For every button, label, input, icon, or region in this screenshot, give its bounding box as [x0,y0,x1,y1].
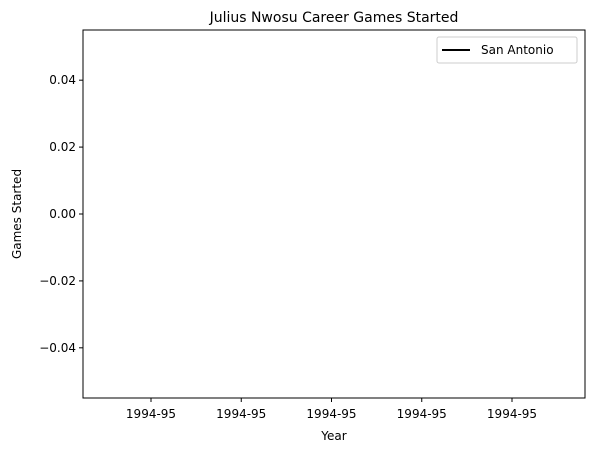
x-tick-label: 1994-95 [216,407,266,421]
legend-label-san-antonio: San Antonio [481,43,554,57]
x-axis-label: Year [320,429,346,443]
x-tick-label: 1994-95 [397,407,447,421]
x-tick-label: 1994-95 [487,407,537,421]
y-tick-label: 0.04 [49,73,76,87]
y-tick-label: −0.04 [39,341,76,355]
chart-title: Julius Nwosu Career Games Started [209,10,459,26]
y-tick-label: 0.00 [49,207,76,221]
y-tick-label: −0.02 [39,274,76,288]
x-tick-label: 1994-95 [306,407,356,421]
plot-frame [82,29,586,399]
y-axis-ticks: −0.04 −0.02 0.00 0.02 0.04 [39,73,83,355]
y-tick-label: 0.02 [49,140,76,154]
legend: San Antonio [436,36,578,64]
y-axis-label: Games Started [10,169,24,259]
legend-box [436,36,578,64]
x-tick-label: 1994-95 [126,407,176,421]
x-axis-ticks: 1994-95 1994-95 1994-95 1994-95 1994-95 [126,398,537,421]
